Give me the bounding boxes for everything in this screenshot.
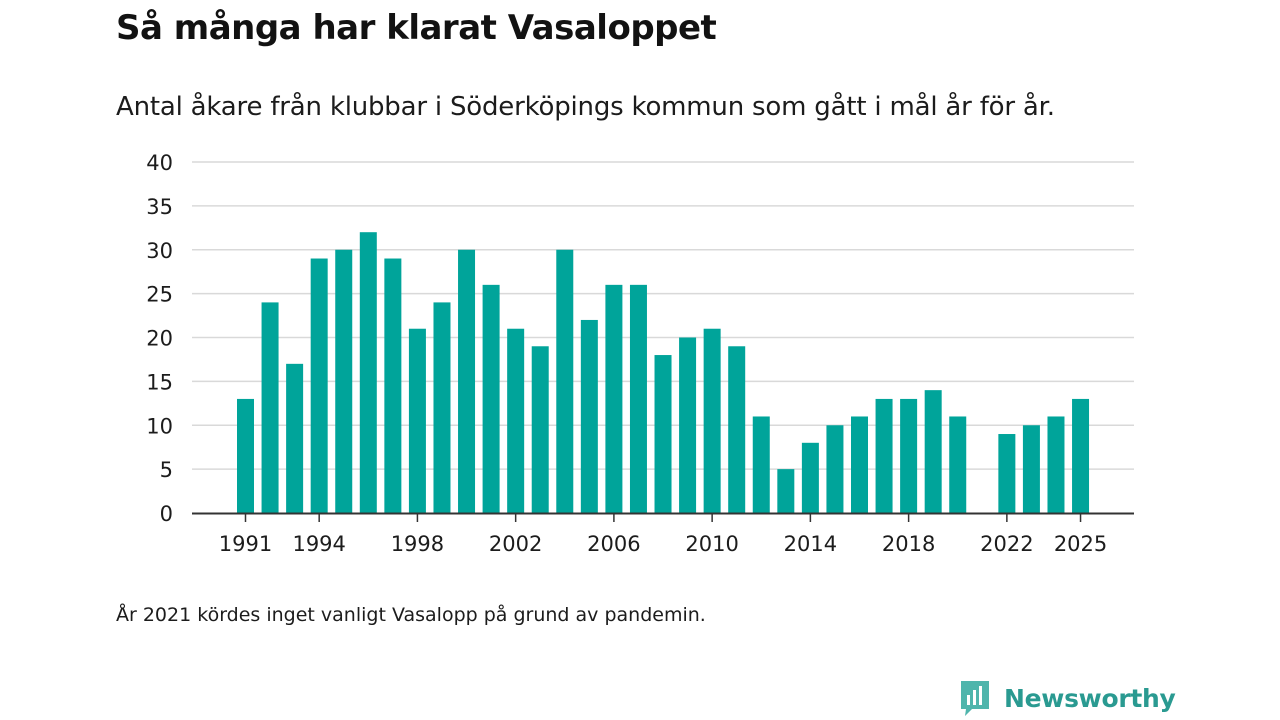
bar-2018 [900,398,918,513]
x-tick-label: 2018 [882,532,935,556]
bar-1994 [310,258,328,513]
bar-2002 [507,328,525,513]
x-axis-ticks: 1991 1994 1998 2002 2006 2010 2014 2018 2022 2025 [219,513,1107,556]
bar-2007 [629,284,647,513]
y-axis-labels: 0 5 10 15 20 25 30 35 40 [146,151,173,526]
bar-1993 [286,363,304,513]
y-tick-label: 10 [146,414,173,438]
brand-logo[interactable]: Newsworthy [958,678,1176,718]
bar-2017 [875,398,893,513]
x-tick-label: 1998 [391,532,444,556]
bar-2006 [605,284,623,513]
bar-2000 [458,249,476,513]
bar-2020 [949,416,967,513]
x-tick-label: 2010 [685,532,738,556]
x-tick-label: 1994 [292,532,345,556]
x-tick-label: 2006 [587,532,640,556]
chart-title: Så många har klarat Vasaloppet [116,8,717,48]
bar-2019 [924,390,942,513]
y-tick-label: 30 [146,239,173,263]
bar-1999 [433,302,451,513]
x-tick-label: 2022 [980,532,1033,556]
bar-2010 [703,328,721,513]
bar-1995 [335,249,353,513]
x-tick-label: 1991 [219,532,272,556]
y-tick-label: 15 [146,370,173,394]
bar-1998 [408,328,426,513]
x-tick-label: 2025 [1054,532,1107,556]
y-tick-label: 25 [146,283,173,307]
bar-1996 [359,232,377,513]
bar-2003 [531,346,549,513]
footnote: År 2021 kördes inget vanligt Vasalopp på… [116,604,706,626]
bar-2025 [1072,398,1090,513]
bar-2005 [580,319,598,513]
bar-2001 [482,284,500,513]
bar-1992 [261,302,279,513]
bar-2008 [654,355,672,513]
bar-1997 [384,258,402,513]
bar-2014 [801,442,819,513]
bar-2013 [777,469,795,514]
y-tick-label: 20 [146,327,173,351]
bar-2024 [1047,416,1065,513]
chart-subtitle: Antal åkare från klubbar i Söderköpings … [116,92,1055,122]
bar-2011 [728,346,746,513]
bar-2009 [679,337,697,513]
y-tick-label: 35 [146,195,173,219]
bar-2022 [998,434,1016,513]
bar-2023 [1022,425,1040,513]
bar-1991 [237,398,254,513]
x-tick-label: 2002 [489,532,542,556]
bars [237,232,1090,514]
y-tick-label: 0 [160,502,173,526]
newsworthy-logo-icon [961,681,989,716]
y-tick-label: 40 [146,151,173,175]
bar-2004 [556,249,574,513]
bar-2012 [752,416,770,513]
bar-2015 [826,425,844,513]
bar-2016 [851,416,868,513]
brand-name: Newsworthy [1004,683,1176,713]
y-tick-label: 5 [160,458,173,482]
x-tick-label: 2014 [784,532,837,556]
